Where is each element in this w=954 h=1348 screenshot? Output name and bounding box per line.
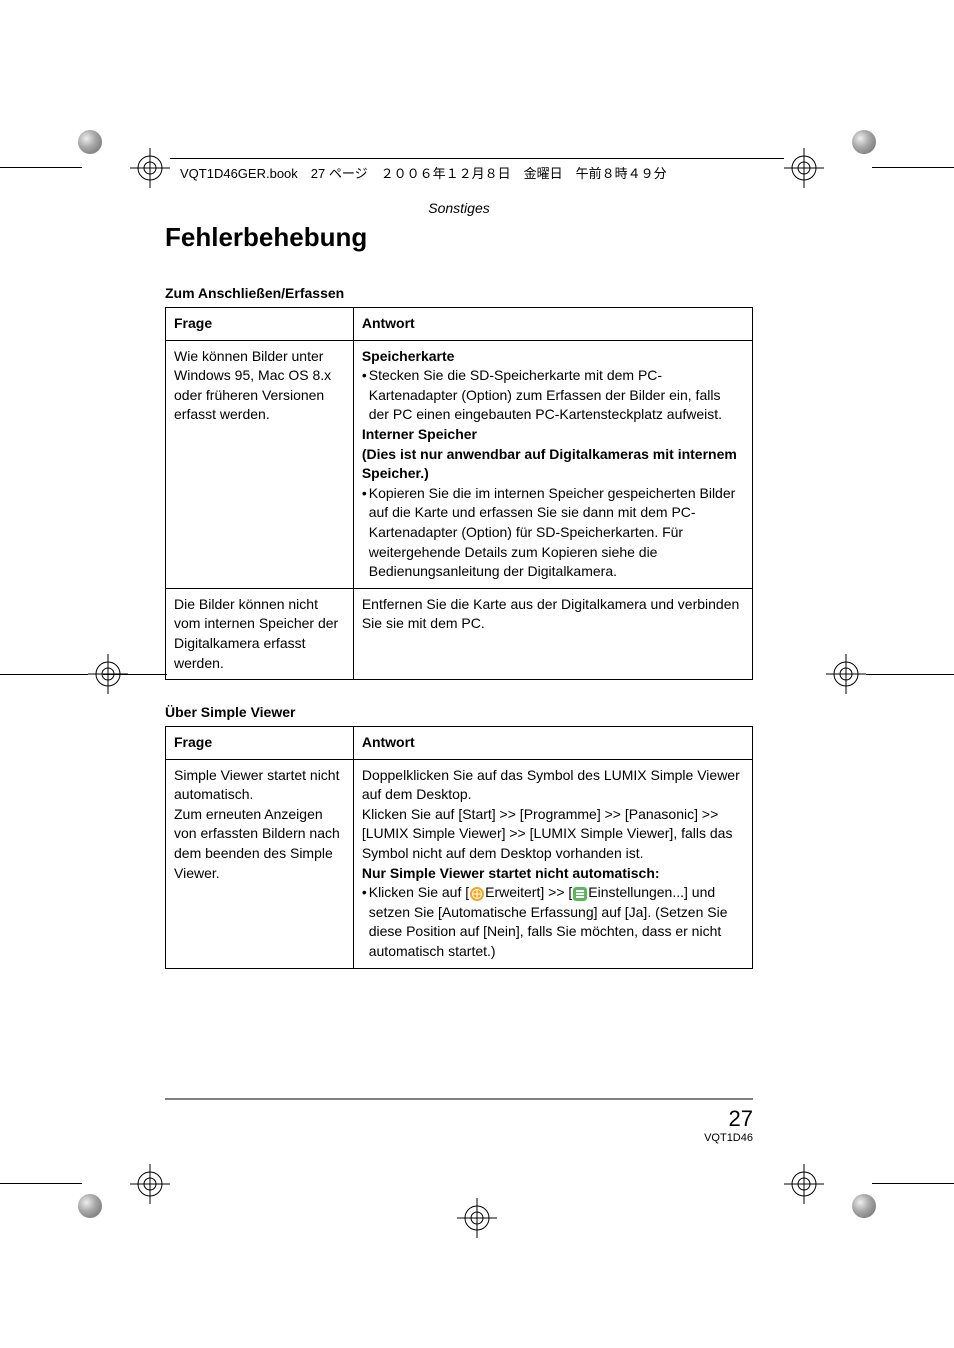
answer-line: Doppelklicken Sie auf das Symbol des LUM… (362, 766, 744, 805)
registration-mark (784, 148, 824, 188)
table-header-row: Frage Antwort (166, 308, 753, 341)
table1-caption: Zum Anschließen/Erfassen (165, 285, 753, 301)
page-code: VQT1D46 (165, 1132, 753, 1144)
advanced-icon (469, 886, 485, 902)
col-question-header: Frage (166, 308, 354, 341)
answer-heading: (Dies ist nur anwendbar auf Digitalkamer… (362, 445, 744, 484)
settings-icon (572, 886, 588, 902)
answer-bullet: Stecken Sie die SD-Speicherkarte mit dem… (362, 366, 744, 425)
crop-line (0, 1183, 82, 1184)
question-line: Zum erneuten Anzeigen von erfassten Bild… (174, 805, 345, 883)
crop-line (103, 674, 167, 675)
registration-mark (130, 1164, 170, 1204)
answer-heading: Speicherkarte (362, 347, 744, 367)
bullet-text-part: Erweitert] >> [ (485, 884, 572, 900)
header-text: VQT1D46GER.book 27 ページ ２００６年１２月８日 金曜日 午前… (180, 163, 667, 182)
corner-ball (78, 130, 102, 154)
header-rule (170, 158, 784, 159)
corner-ball (852, 1194, 876, 1218)
page-footer: 27 VQT1D46 (165, 1098, 753, 1144)
page-header: VQT1D46GER.book 27 ページ ２００６年１２月８日 金曜日 午前… (180, 163, 667, 182)
registration-mark (457, 1198, 497, 1238)
table-row: Simple Viewer startet nicht automatisch.… (166, 759, 753, 968)
crop-line (872, 1183, 954, 1184)
corner-ball (78, 1194, 102, 1218)
page-title: Fehlerbehebung (165, 222, 753, 253)
registration-mark (826, 654, 866, 694)
footer-rule (165, 1098, 753, 1100)
answer-heading: Interner Speicher (362, 425, 744, 445)
answer-bullet: Kopieren Sie die im internen Speicher ge… (362, 484, 744, 582)
table2-caption: Über Simple Viewer (165, 704, 753, 720)
table-header-row: Frage Antwort (166, 727, 753, 760)
col-question-header: Frage (166, 727, 354, 760)
page-number: 27 (165, 1106, 753, 1132)
col-answer-header: Antwort (353, 727, 752, 760)
question-cell: Simple Viewer startet nicht automatisch.… (166, 759, 354, 968)
col-answer-header: Antwort (353, 308, 752, 341)
answer-cell: Speicherkarte Stecken Sie die SD-Speiche… (353, 340, 752, 588)
crop-line (872, 167, 954, 168)
crop-line (0, 674, 88, 675)
bullet-text-part: Klicken Sie auf [ (369, 884, 469, 900)
registration-mark (784, 1164, 824, 1204)
answer-bullet: Klicken Sie auf [Erweitert] >> [Einstell… (362, 883, 744, 961)
answer-cell: Doppelklicken Sie auf das Symbol des LUM… (353, 759, 752, 968)
question-cell: Die Bilder können nicht vom internen Spe… (166, 588, 354, 679)
table-troubleshoot-connect: Frage Antwort Wie können Bilder unter Wi… (165, 307, 753, 680)
question-line: Simple Viewer startet nicht automatisch. (174, 766, 345, 805)
answer-line: Klicken Sie auf [Start] >> [Programme] >… (362, 805, 744, 864)
section-label: Sonstiges (165, 200, 753, 216)
answer-cell: Entfernen Sie die Karte aus der Digitalk… (353, 588, 752, 679)
registration-mark (130, 148, 170, 188)
table-simple-viewer: Frage Antwort Simple Viewer startet nich… (165, 726, 753, 969)
table-row: Wie können Bilder unter Windows 95, Mac … (166, 340, 753, 588)
page-content: Sonstiges Fehlerbehebung Zum Anschließen… (165, 200, 753, 969)
crop-line (866, 674, 954, 675)
registration-mark (88, 654, 128, 694)
corner-ball (852, 130, 876, 154)
question-cell: Wie können Bilder unter Windows 95, Mac … (166, 340, 354, 588)
table-row: Die Bilder können nicht vom internen Spe… (166, 588, 753, 679)
crop-line (0, 167, 82, 168)
answer-heading: Nur Simple Viewer startet nicht automati… (362, 864, 744, 884)
